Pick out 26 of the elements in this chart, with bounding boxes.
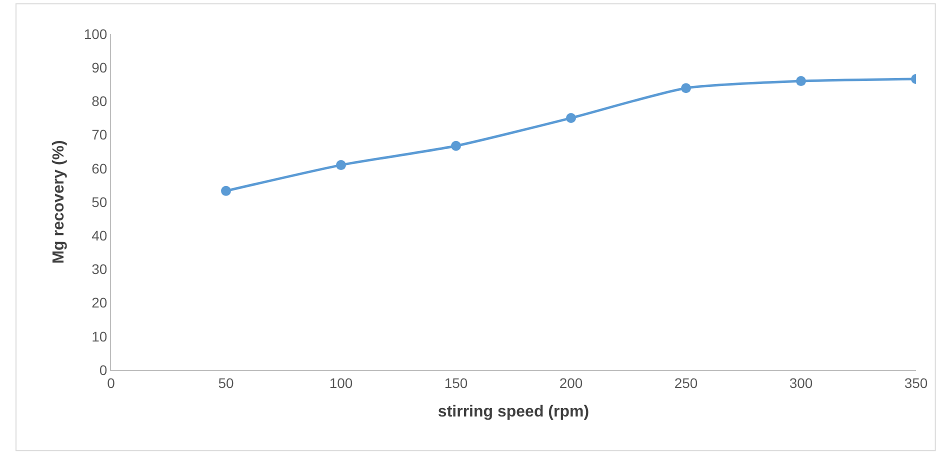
point [566, 113, 576, 123]
y-tick-label: 10 [92, 328, 108, 344]
y-tick-label: 100 [84, 26, 108, 42]
y-tick-label: 20 [92, 294, 108, 311]
point [451, 140, 461, 151]
y-tick-label: 60 [92, 160, 108, 176]
x-tick-label: 50 [218, 374, 234, 391]
point [681, 83, 691, 94]
x-tick-label: 250 [674, 374, 698, 391]
x-axis-title: stirring speed (rpm) [438, 404, 590, 420]
x-tick-label: 200 [559, 374, 583, 391]
y-tick-label: 50 [92, 194, 108, 210]
y-tick-label: 30 [92, 261, 108, 278]
y-axis-title: Mg recovery (%) [50, 140, 68, 264]
x-tick-label: 350 [904, 374, 928, 391]
point [796, 76, 806, 86]
y-tick-label: 0 [99, 362, 108, 378]
y-tick-label: 90 [92, 60, 108, 76]
x-tick-label: 100 [329, 374, 353, 391]
x-tick-label: 150 [444, 374, 468, 391]
y-tick-label: 40 [92, 228, 108, 244]
y-tick-label: 80 [92, 93, 108, 110]
point [221, 186, 231, 196]
x-tick-label: 300 [789, 374, 813, 391]
point [336, 160, 346, 170]
y-tick-label: 70 [92, 126, 108, 143]
